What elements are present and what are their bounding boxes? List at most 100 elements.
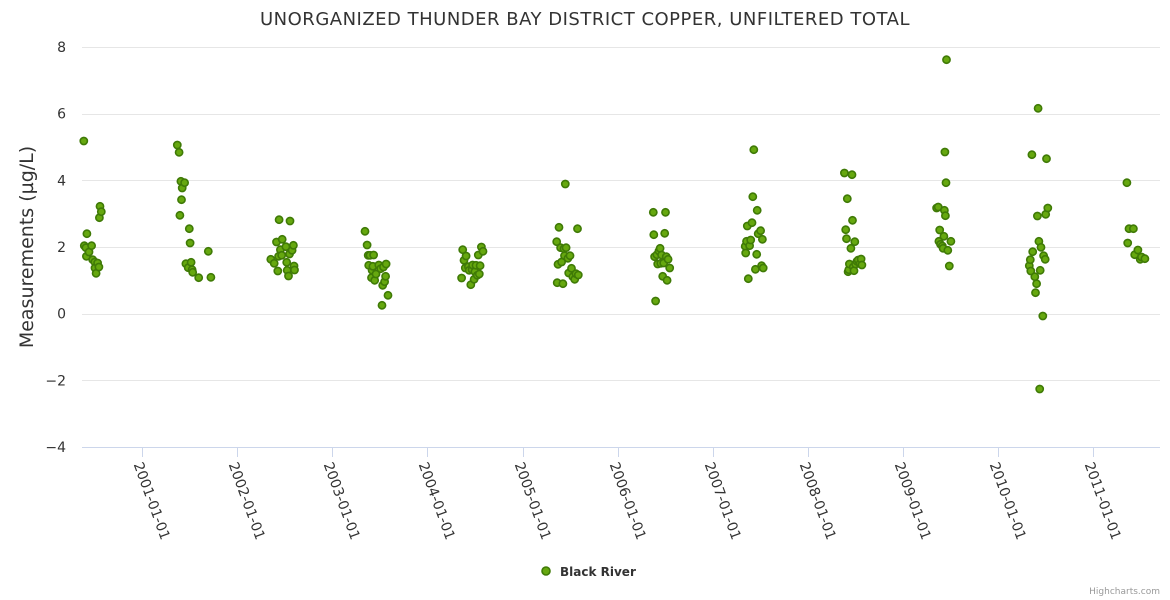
data-point[interactable] (946, 236, 956, 246)
data-point[interactable] (288, 240, 298, 250)
data-point[interactable] (743, 274, 753, 284)
data-point[interactable] (565, 251, 575, 261)
data-point[interactable] (381, 271, 390, 281)
data-point[interactable] (651, 296, 660, 306)
data-point[interactable] (381, 259, 391, 269)
data-point[interactable] (560, 179, 570, 189)
data-point[interactable] (1026, 266, 1036, 276)
data-point[interactable] (943, 245, 953, 255)
data-point[interactable] (383, 290, 393, 300)
data-point[interactable] (174, 147, 184, 157)
data-point[interactable] (848, 215, 857, 225)
data-point[interactable] (857, 260, 867, 270)
data-point[interactable] (758, 263, 768, 273)
data-point[interactable] (552, 237, 562, 247)
data-point[interactable] (82, 229, 92, 239)
data-point[interactable] (1031, 288, 1040, 298)
data-point[interactable] (269, 258, 279, 268)
data-point[interactable] (561, 243, 571, 253)
data-point[interactable] (1033, 103, 1043, 113)
data-point[interactable] (662, 275, 672, 285)
data-point[interactable] (941, 211, 950, 221)
data-point[interactable] (567, 263, 576, 273)
data-point[interactable] (842, 234, 851, 244)
data-point[interactable] (842, 194, 852, 204)
data-point[interactable] (172, 140, 182, 150)
data-point[interactable] (1028, 247, 1038, 257)
legend-item-black-river[interactable]: Black River (560, 565, 636, 579)
data-point[interactable] (175, 210, 185, 220)
data-point[interactable] (573, 224, 582, 234)
data-point[interactable] (273, 266, 283, 276)
data-point[interactable] (457, 273, 466, 283)
data-point[interactable] (290, 265, 299, 275)
data-point[interactable] (746, 235, 756, 245)
data-point[interactable] (935, 225, 945, 235)
data-point[interactable] (1040, 254, 1050, 264)
data-point[interactable] (1043, 203, 1053, 213)
data-point[interactable] (748, 192, 758, 202)
data-point[interactable] (362, 240, 372, 250)
data-point[interactable] (756, 226, 765, 236)
data-point[interactable] (369, 250, 378, 260)
data-point[interactable] (177, 195, 186, 205)
data-point[interactable] (758, 234, 767, 244)
data-point[interactable] (1036, 242, 1046, 252)
data-point[interactable] (284, 271, 293, 281)
data-point[interactable] (847, 170, 857, 180)
data-point[interactable] (942, 55, 951, 65)
data-point[interactable] (285, 216, 295, 226)
data-point[interactable] (186, 257, 196, 267)
data-point[interactable] (180, 178, 189, 188)
data-point[interactable] (649, 230, 659, 240)
data-point[interactable] (461, 251, 471, 261)
series-black-river[interactable] (79, 55, 1150, 394)
data-point[interactable] (1038, 311, 1048, 321)
data-point[interactable] (274, 215, 284, 225)
data-point[interactable] (944, 261, 954, 271)
legend[interactable]: Black River (541, 565, 636, 579)
data-point[interactable] (188, 267, 198, 277)
data-point[interactable] (741, 248, 751, 258)
data-point[interactable] (203, 246, 213, 256)
data-point[interactable] (663, 254, 673, 264)
data-point[interactable] (660, 228, 670, 238)
data-point[interactable] (573, 270, 583, 280)
data-point[interactable] (1033, 211, 1042, 221)
data-point[interactable] (554, 222, 564, 232)
data-point[interactable] (206, 272, 216, 282)
data-point[interactable] (194, 273, 204, 283)
data-point[interactable] (752, 249, 762, 259)
data-point[interactable] (475, 261, 485, 271)
data-point[interactable] (1122, 178, 1132, 188)
data-point[interactable] (1025, 255, 1035, 265)
data-point[interactable] (478, 246, 488, 256)
data-point[interactable] (1129, 224, 1138, 234)
data-point[interactable] (850, 237, 860, 247)
data-point[interactable] (79, 136, 89, 146)
data-point[interactable] (87, 241, 96, 251)
data-point[interactable] (94, 262, 104, 272)
data-point[interactable] (184, 224, 194, 234)
data-point[interactable] (277, 234, 287, 244)
data-point[interactable] (558, 279, 568, 289)
data-point[interactable] (665, 263, 675, 273)
data-point[interactable] (747, 218, 757, 228)
data-point[interactable] (940, 147, 950, 157)
data-point[interactable] (474, 269, 484, 279)
data-point[interactable] (1035, 265, 1045, 275)
data-point[interactable] (939, 231, 949, 241)
data-point[interactable] (96, 207, 106, 217)
data-point[interactable] (941, 178, 951, 188)
data-point[interactable] (1032, 279, 1041, 289)
data-point[interactable] (846, 243, 856, 253)
data-point[interactable] (749, 145, 759, 155)
data-point[interactable] (1027, 150, 1037, 160)
data-point[interactable] (277, 250, 287, 260)
data-point[interactable] (1042, 154, 1051, 164)
data-point[interactable] (282, 257, 292, 267)
data-point[interactable] (1133, 245, 1143, 255)
data-point[interactable] (360, 226, 370, 236)
data-point[interactable] (1140, 254, 1150, 264)
data-point[interactable] (185, 238, 195, 248)
